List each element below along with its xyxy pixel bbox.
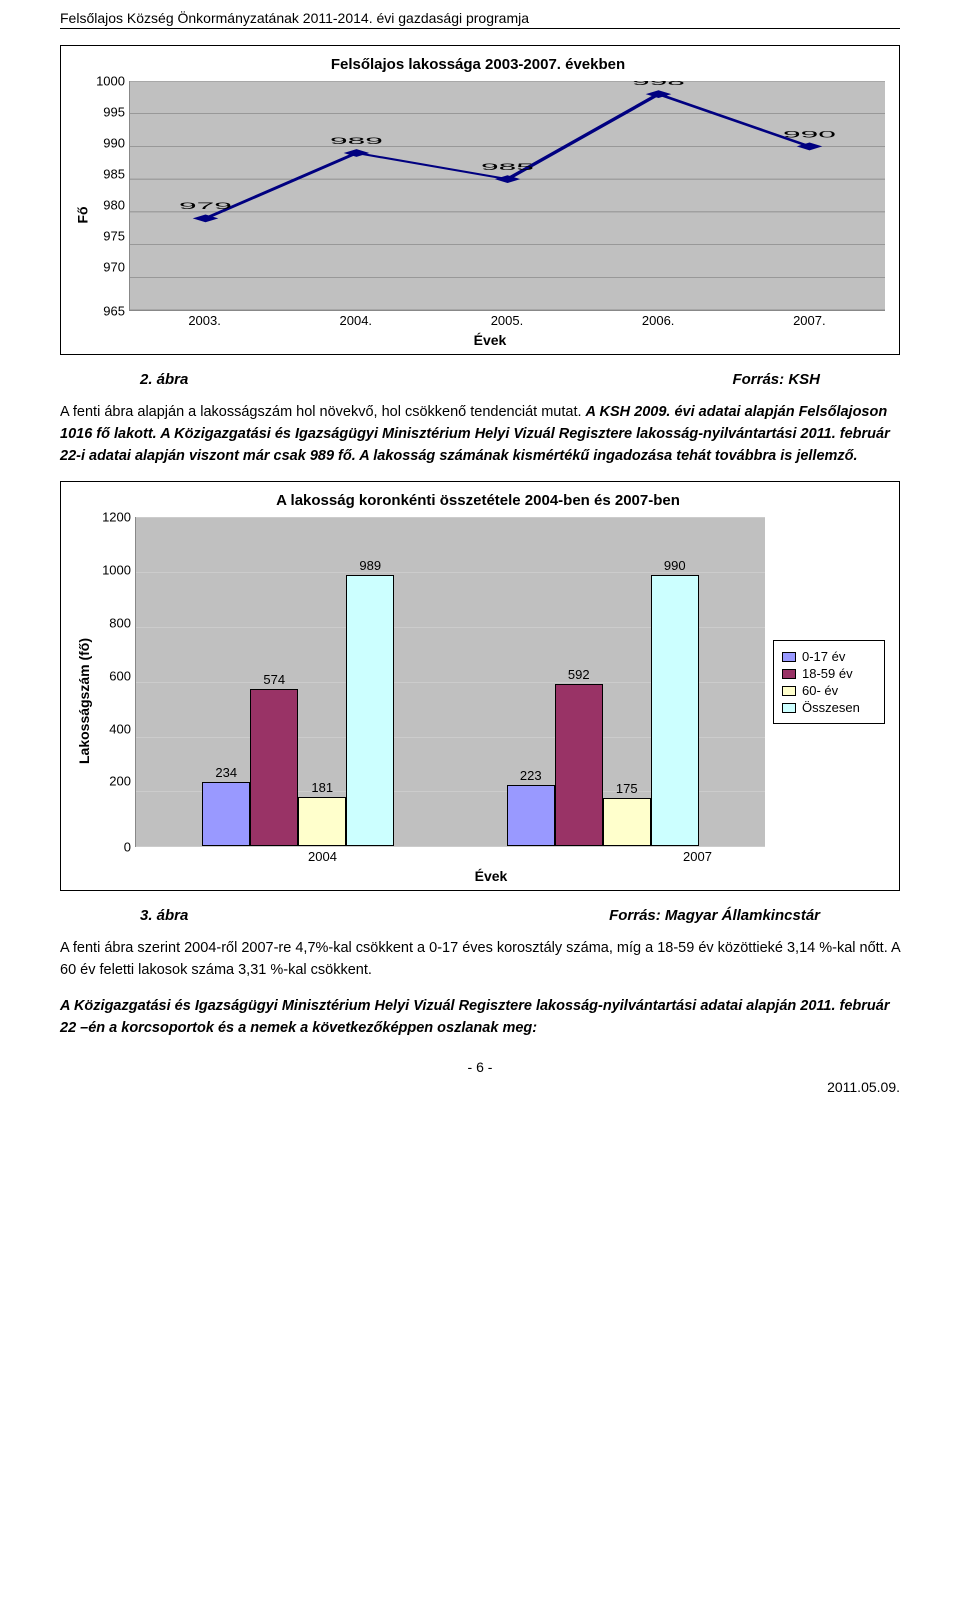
- chart2-plot: 234574181989223592175990: [135, 517, 765, 847]
- legend-label: 0-17 év: [802, 649, 845, 664]
- x-tick: 2007.: [793, 313, 826, 328]
- chart1-x-ticks: 2003. 2004. 2005. 2006. 2007.: [129, 313, 885, 328]
- x-tick: 2007: [510, 849, 885, 864]
- y-tick: 1000: [95, 75, 125, 88]
- legend-swatch: [782, 652, 796, 662]
- paragraph-3: A Közigazgatási és Igazságügyi Minisztér…: [60, 996, 900, 1040]
- legend-label: Összesen: [802, 700, 860, 715]
- bar: 234: [202, 782, 250, 846]
- x-tick: 2004.: [340, 313, 373, 328]
- x-tick: 2006.: [642, 313, 675, 328]
- bar-value-label: 175: [616, 781, 638, 796]
- bar-value-label: 234: [215, 765, 237, 780]
- chart1-y-ticks: 1000995990985980975970965: [95, 81, 129, 311]
- chart2-legend: 0-17 év 18-59 év 60- év Összesen: [773, 640, 885, 724]
- x-tick: 2005.: [491, 313, 524, 328]
- svg-text:990: 990: [783, 129, 836, 140]
- paragraph-2: A fenti ábra szerint 2004-ről 2007-re 4,…: [60, 938, 900, 982]
- x-tick: 2004: [135, 849, 510, 864]
- svg-text:979: 979: [179, 201, 232, 212]
- y-tick: 975: [95, 230, 125, 243]
- y-tick: 980: [95, 199, 125, 212]
- caption1-left: 2. ábra: [140, 371, 188, 388]
- bar-value-label: 181: [311, 780, 333, 795]
- footer-date: 2011.05.09.: [60, 1079, 900, 1095]
- legend-swatch: [782, 669, 796, 679]
- bar: 592: [555, 684, 603, 846]
- chart2-x-label: Évek: [97, 868, 885, 884]
- svg-text:989: 989: [330, 135, 383, 146]
- y-tick: 990: [95, 137, 125, 150]
- y-tick: 200: [97, 775, 131, 788]
- y-tick: 400: [97, 722, 131, 735]
- bar: 175: [603, 798, 651, 846]
- bar: 181: [298, 797, 346, 847]
- bar-group: 234574181989: [202, 517, 394, 846]
- svg-text:998: 998: [632, 81, 685, 87]
- legend-item: Összesen: [782, 700, 876, 715]
- legend-item: 18-59 év: [782, 666, 876, 681]
- chart-population-line: Felsőlajos lakossága 2003-2007. években …: [60, 45, 900, 355]
- bar: 989: [346, 575, 394, 846]
- caption2-right: Forrás: Magyar Államkincstár: [609, 907, 820, 924]
- chart1-plot: 979 989 985 998 990: [129, 81, 885, 311]
- chart2-x-ticks: 20042007: [135, 849, 885, 864]
- y-tick: 800: [97, 616, 131, 629]
- bar: 990: [651, 575, 699, 846]
- paragraph-1: A fenti ábra alapján a lakosságszám hol …: [60, 402, 900, 467]
- chart-population-bars: A lakosság koronkénti összetétele 2004-b…: [60, 481, 900, 891]
- legend-label: 60- év: [802, 683, 838, 698]
- caption1-right: Forrás: KSH: [732, 371, 820, 388]
- bar-value-label: 990: [664, 558, 686, 573]
- bar-value-label: 592: [568, 667, 590, 682]
- legend-swatch: [782, 686, 796, 696]
- chart1-title: Felsőlajos lakossága 2003-2007. években: [71, 56, 885, 73]
- bar-group: 223592175990: [507, 517, 699, 846]
- page-number: - 6 -: [60, 1059, 900, 1075]
- bar-value-label: 574: [263, 672, 285, 687]
- chart2-y-label: Lakosságszám (fő): [71, 517, 97, 884]
- chart2-title: A lakosság koronkénti összetétele 2004-b…: [71, 492, 885, 509]
- chart1-y-label: Fő: [71, 81, 95, 348]
- x-tick: 2003.: [188, 313, 221, 328]
- y-tick: 600: [97, 669, 131, 682]
- y-tick: 1200: [97, 511, 131, 524]
- bar-value-label: 223: [520, 768, 542, 783]
- legend-swatch: [782, 703, 796, 713]
- bar: 223: [507, 785, 555, 846]
- legend-label: 18-59 év: [802, 666, 853, 681]
- bar-value-label: 989: [359, 558, 381, 573]
- y-tick: 995: [95, 106, 125, 119]
- y-tick: 965: [95, 305, 125, 318]
- bar: 574: [250, 689, 298, 846]
- document-header: Felsőlajos Község Önkormányzatának 2011-…: [60, 10, 900, 29]
- y-tick: 970: [95, 261, 125, 274]
- legend-item: 60- év: [782, 683, 876, 698]
- y-tick: 0: [97, 841, 131, 854]
- svg-text:985: 985: [481, 161, 534, 172]
- caption2-left: 3. ábra: [140, 907, 188, 924]
- chart1-x-label: Évek: [95, 332, 885, 348]
- y-tick: 985: [95, 168, 125, 181]
- chart2-y-ticks: 120010008006004002000: [97, 517, 135, 847]
- y-tick: 1000: [97, 564, 131, 577]
- legend-item: 0-17 év: [782, 649, 876, 664]
